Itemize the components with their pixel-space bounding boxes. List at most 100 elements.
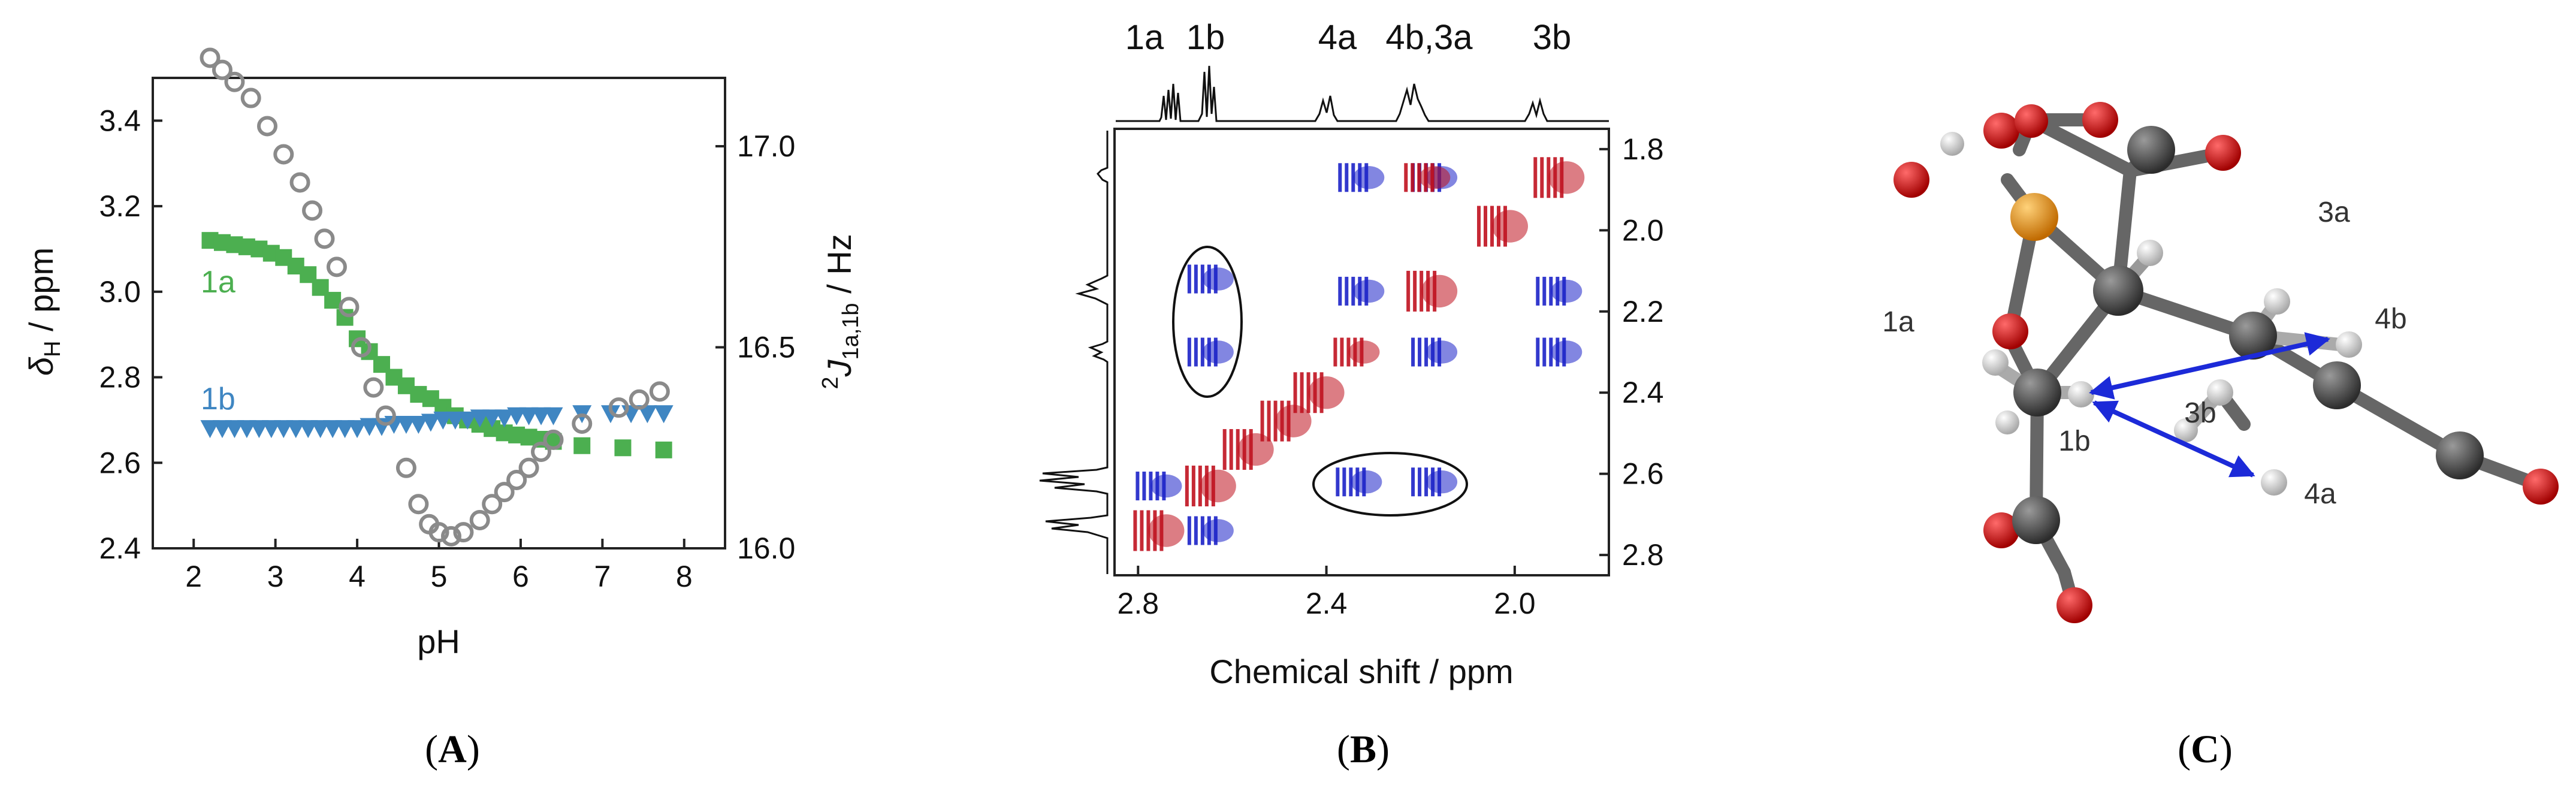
peak-negative bbox=[1338, 276, 1385, 306]
carbon-atom bbox=[2127, 126, 2175, 174]
proj-label-1b: 1b bbox=[1186, 18, 1225, 57]
caption-a: (A) bbox=[425, 727, 480, 771]
peak-contour bbox=[1142, 472, 1146, 500]
peak-positive bbox=[1260, 400, 1312, 442]
x-tick-label: 5 bbox=[431, 560, 448, 593]
data-point-1b bbox=[286, 420, 306, 439]
peak-body bbox=[1202, 267, 1234, 291]
panel-b-peaks bbox=[1133, 157, 1585, 551]
peak-contour bbox=[1406, 270, 1411, 312]
data-point-j bbox=[224, 71, 245, 92]
hydrogen-atom bbox=[2336, 331, 2362, 358]
y-right-symbol: J bbox=[820, 360, 858, 378]
peak-contour bbox=[1413, 270, 1417, 312]
carbon-atom bbox=[2313, 361, 2361, 409]
data-point-1b bbox=[638, 405, 657, 424]
oxygen-atom bbox=[1983, 113, 2019, 149]
hydrogen-atom bbox=[1940, 132, 1964, 156]
data-point-j bbox=[518, 457, 539, 478]
peak-contour bbox=[1418, 337, 1422, 367]
peak-contour bbox=[1484, 206, 1487, 247]
oxygen-atom bbox=[2523, 469, 2559, 505]
peak-negative bbox=[1336, 467, 1382, 497]
y-left-tick-label: 3.4 bbox=[99, 104, 141, 137]
data-point-1b bbox=[654, 405, 674, 424]
data-point-j bbox=[257, 116, 277, 137]
data-point-1b bbox=[200, 420, 220, 439]
data-point-1b bbox=[323, 420, 343, 439]
horizontal-projection-spectrum bbox=[1116, 65, 1609, 122]
data-point-j bbox=[326, 256, 347, 277]
oxygen-atom bbox=[2205, 135, 2241, 171]
peak-positive bbox=[1185, 466, 1236, 506]
molecule-bonds bbox=[1989, 113, 2547, 612]
data-point-1b bbox=[384, 416, 404, 434]
data-point-1b bbox=[507, 407, 527, 425]
peak-body bbox=[1148, 514, 1185, 547]
data-point-j bbox=[351, 337, 372, 358]
data-point-1b bbox=[519, 407, 539, 425]
peak-body bbox=[1419, 166, 1451, 189]
y-right-sup: 2 bbox=[818, 377, 843, 390]
peak-contour bbox=[1345, 276, 1349, 306]
arrow-1b-4b bbox=[2089, 332, 2330, 400]
peak-body bbox=[1426, 470, 1458, 494]
peak-contour bbox=[1187, 516, 1191, 545]
panel-a-y-left-label: δH / ppm bbox=[22, 247, 65, 376]
y-right-tick-label: 17.0 bbox=[737, 129, 795, 163]
x-tick-label: 2 bbox=[185, 560, 202, 593]
proj-label-4b3a: 4b,3a bbox=[1385, 18, 1473, 57]
carbon-atom bbox=[2012, 496, 2060, 544]
peak-body bbox=[1548, 161, 1585, 194]
peak-contour bbox=[1267, 400, 1271, 442]
peak-contour bbox=[1404, 163, 1408, 192]
data-point-1b bbox=[543, 407, 563, 425]
peak-contour bbox=[1194, 337, 1198, 367]
carbon-atom bbox=[2013, 369, 2061, 416]
x-tick-label: 4 bbox=[349, 560, 366, 593]
data-point-1a bbox=[336, 309, 354, 326]
data-point-1b bbox=[601, 405, 620, 424]
peak-negative bbox=[1411, 337, 1458, 367]
data-point-1b bbox=[237, 420, 256, 439]
peak-contour bbox=[1338, 276, 1342, 306]
peak-contour bbox=[1185, 466, 1189, 506]
y-tick-label: 2.0 bbox=[1622, 213, 1664, 247]
peak-contour bbox=[1542, 276, 1547, 306]
x-tick-label: 2.0 bbox=[1494, 587, 1536, 620]
atom-label-4a: 4a bbox=[2304, 478, 2336, 510]
y-left-tick-label: 3.2 bbox=[99, 189, 141, 223]
projection-labels: 1a 1b 4a 4b,3a 3b bbox=[1125, 18, 1572, 57]
y-right-tick-label: 16.5 bbox=[737, 331, 795, 364]
panel-c: 3a 4b 1a 1b 3b 4a (C) bbox=[1882, 102, 2559, 771]
peak-body bbox=[1200, 469, 1236, 503]
phosphorus-atom bbox=[2010, 193, 2058, 241]
molecule-atoms bbox=[1894, 102, 2559, 623]
peak-negative bbox=[1187, 337, 1234, 367]
data-point-j bbox=[572, 413, 593, 434]
peak-negative bbox=[1136, 472, 1182, 500]
peak-contour bbox=[1194, 264, 1198, 294]
data-point-1b bbox=[470, 409, 490, 428]
atom-label-1b: 1b bbox=[2058, 425, 2090, 457]
proj-label-1a: 1a bbox=[1125, 18, 1164, 57]
peak-positive bbox=[1477, 206, 1528, 247]
data-point-1b bbox=[494, 409, 514, 428]
y-tick-label: 2.6 bbox=[1622, 457, 1664, 491]
data-point-1b bbox=[433, 411, 453, 430]
peak-contour bbox=[1477, 206, 1481, 247]
peak-contour bbox=[1300, 372, 1304, 413]
data-point-j bbox=[302, 200, 323, 221]
panel-b-x-ticks: 2.8 2.4 2.0 bbox=[1118, 566, 1536, 620]
highlight-ellipse-vertical bbox=[1172, 246, 1243, 398]
peak-positive bbox=[1404, 163, 1451, 192]
data-point-1b bbox=[335, 420, 355, 439]
data-point-j bbox=[440, 526, 461, 547]
data-point-1b bbox=[409, 416, 428, 434]
data-point-j bbox=[506, 469, 527, 490]
panel-a-x-label: pH bbox=[417, 623, 460, 660]
peak-contour bbox=[1345, 163, 1349, 192]
data-point-j bbox=[428, 522, 449, 543]
